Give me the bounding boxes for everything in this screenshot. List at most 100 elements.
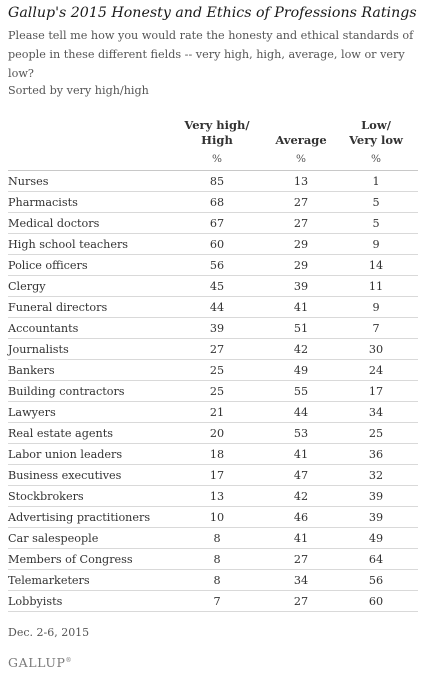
table-row: Telemarketers 8 34 56 — [8, 569, 418, 591]
profession-label: Real estate agents — [8, 422, 166, 444]
average-value: 51 — [268, 317, 334, 339]
very-high-high-value: 25 — [166, 359, 268, 381]
table-row: Medical doctors 67 27 5 — [8, 212, 418, 234]
very-high-high-value: 13 — [166, 485, 268, 507]
table-row: Police officers 56 29 14 — [8, 254, 418, 276]
average-value: 44 — [268, 401, 334, 423]
very-high-high-value: 10 — [166, 506, 268, 528]
table-row: Accountants 39 51 7 — [8, 317, 418, 339]
very-high-high-value: 8 — [166, 527, 268, 549]
average-value: 41 — [268, 527, 334, 549]
average-value: 13 — [268, 170, 334, 192]
low-very-low-value: 24 — [334, 359, 418, 381]
average-value: 34 — [268, 569, 334, 591]
table-row: Funeral directors 44 41 9 — [8, 296, 418, 318]
header-blank — [8, 114, 166, 148]
profession-label: Lawyers — [8, 401, 166, 423]
very-high-high-value: 44 — [166, 296, 268, 318]
profession-label: Funeral directors — [8, 296, 166, 318]
very-high-high-value: 39 — [166, 317, 268, 339]
header-line: Average — [275, 133, 327, 147]
header-line: High — [201, 133, 233, 147]
very-high-high-value: 60 — [166, 233, 268, 255]
very-high-high-value: 7 — [166, 590, 268, 612]
table-row: Pharmacists 68 27 5 — [8, 191, 418, 213]
header-average: Average — [268, 114, 334, 148]
low-very-low-value: 25 — [334, 422, 418, 444]
profession-label: Business executives — [8, 464, 166, 486]
table-row: Advertising practitioners 10 46 39 — [8, 506, 418, 528]
profession-label: Telemarketers — [8, 569, 166, 591]
very-high-high-value: 17 — [166, 464, 268, 486]
low-very-low-value: 64 — [334, 548, 418, 570]
registered-mark: ® — [65, 656, 72, 664]
average-value: 27 — [268, 548, 334, 570]
profession-label: Building contractors — [8, 380, 166, 402]
average-value: 41 — [268, 296, 334, 318]
very-high-high-value: 8 — [166, 569, 268, 591]
average-value: 53 — [268, 422, 334, 444]
header-line: Very high/ — [184, 118, 250, 132]
profession-label: Clergy — [8, 275, 166, 297]
survey-date: Dec. 2-6, 2015 — [8, 626, 90, 639]
profession-label: Car salespeople — [8, 527, 166, 549]
profession-label: Accountants — [8, 317, 166, 339]
header-line: Low/ — [361, 118, 391, 132]
table-row: Real estate agents 20 53 25 — [8, 422, 418, 444]
profession-label: Medical doctors — [8, 212, 166, 234]
low-very-low-value: 56 — [334, 569, 418, 591]
very-high-high-value: 25 — [166, 380, 268, 402]
low-very-low-value: 39 — [334, 485, 418, 507]
table-row: Nurses 85 13 1 — [8, 170, 418, 192]
table-row: Bankers 25 49 24 — [8, 359, 418, 381]
average-value: 42 — [268, 338, 334, 360]
average-value: 39 — [268, 275, 334, 297]
table-row: High school teachers 60 29 9 — [8, 233, 418, 255]
average-value: 29 — [268, 254, 334, 276]
table-row: Car salespeople 8 41 49 — [8, 527, 418, 549]
very-high-high-value: 56 — [166, 254, 268, 276]
chart-title: Gallup's 2015 Honesty and Ethics of Prof… — [8, 5, 417, 21]
sort-note: Sorted by very high/high — [8, 84, 149, 97]
ratings-table: Very high/ High Average Low/ Very low % … — [8, 114, 418, 612]
average-value: 29 — [268, 233, 334, 255]
table-row: Building contractors 25 55 17 — [8, 380, 418, 402]
low-very-low-value: 34 — [334, 401, 418, 423]
profession-label: Bankers — [8, 359, 166, 381]
very-high-high-value: 45 — [166, 275, 268, 297]
very-high-high-value: 67 — [166, 212, 268, 234]
units-blank — [8, 148, 166, 171]
table-row: Stockbrokers 13 42 39 — [8, 485, 418, 507]
low-very-low-value: 39 — [334, 506, 418, 528]
very-high-high-value: 20 — [166, 422, 268, 444]
table-body: Nurses 85 13 1 Pharmacists 68 27 5 Medical docto… — [8, 170, 418, 612]
low-very-low-value: 17 — [334, 380, 418, 402]
average-value: 42 — [268, 485, 334, 507]
low-very-low-value: 5 — [334, 191, 418, 213]
unit-cell: % — [334, 148, 418, 171]
average-value: 46 — [268, 506, 334, 528]
profession-label: Nurses — [8, 170, 166, 192]
low-very-low-value: 60 — [334, 590, 418, 612]
low-very-low-value: 9 — [334, 296, 418, 318]
unit-cell: % — [268, 148, 334, 171]
brand-text: GALLUP — [8, 655, 66, 670]
very-high-high-value: 68 — [166, 191, 268, 213]
header-very-high-high: Very high/ High — [166, 114, 268, 148]
table-row: Labor union leaders 18 41 36 — [8, 443, 418, 465]
low-very-low-value: 32 — [334, 464, 418, 486]
unit-cell: % — [166, 148, 268, 171]
low-very-low-value: 30 — [334, 338, 418, 360]
low-very-low-value: 5 — [334, 212, 418, 234]
average-value: 27 — [268, 191, 334, 213]
profession-label: Advertising practitioners — [8, 506, 166, 528]
average-value: 55 — [268, 380, 334, 402]
low-very-low-value: 1 — [334, 170, 418, 192]
profession-label: Journalists — [8, 338, 166, 360]
low-very-low-value: 7 — [334, 317, 418, 339]
units-row: % % % — [8, 148, 418, 171]
average-value: 27 — [268, 590, 334, 612]
table-row: Journalists 27 42 30 — [8, 338, 418, 360]
profession-label: Pharmacists — [8, 191, 166, 213]
very-high-high-value: 85 — [166, 170, 268, 192]
